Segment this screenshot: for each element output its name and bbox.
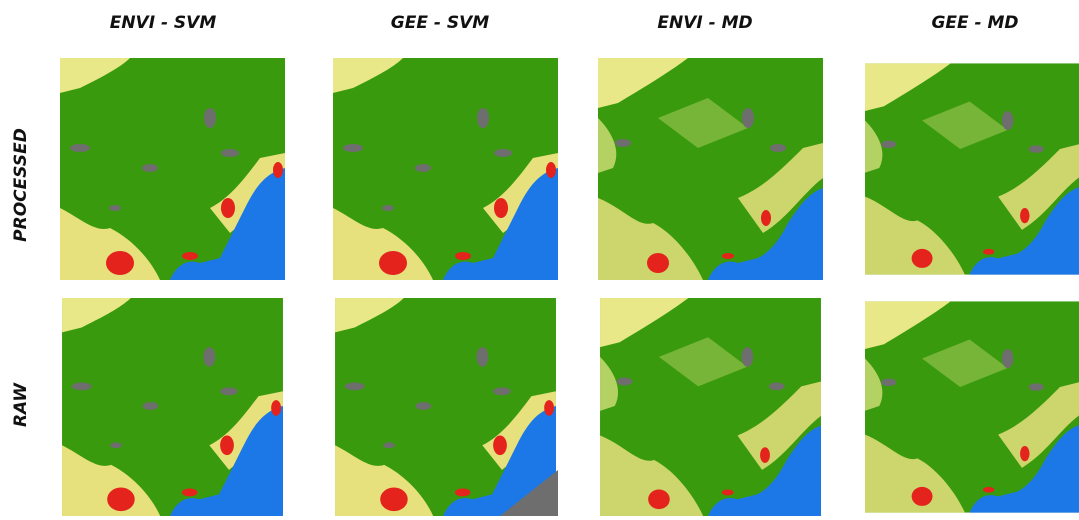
column-header: ENVI - SVM: [110, 13, 217, 33]
map-grid: [60, 58, 1079, 516]
map: [333, 58, 558, 280]
row-label: RAW: [11, 382, 31, 427]
column-header: GEE - MD: [931, 13, 1018, 33]
map: [865, 301, 1079, 512]
column-header: ENVI - MD: [657, 13, 752, 33]
map: [62, 298, 283, 516]
figure: ENVI - SVM GEE - SVM ENVI - MD GEE - MD …: [0, 0, 1079, 516]
row-label: PROCESSED: [11, 128, 31, 242]
map: [865, 63, 1079, 274]
map: [60, 58, 285, 280]
map: [335, 298, 556, 516]
column-header: GEE - SVM: [391, 13, 489, 33]
map: [598, 58, 823, 280]
map: [600, 298, 821, 516]
